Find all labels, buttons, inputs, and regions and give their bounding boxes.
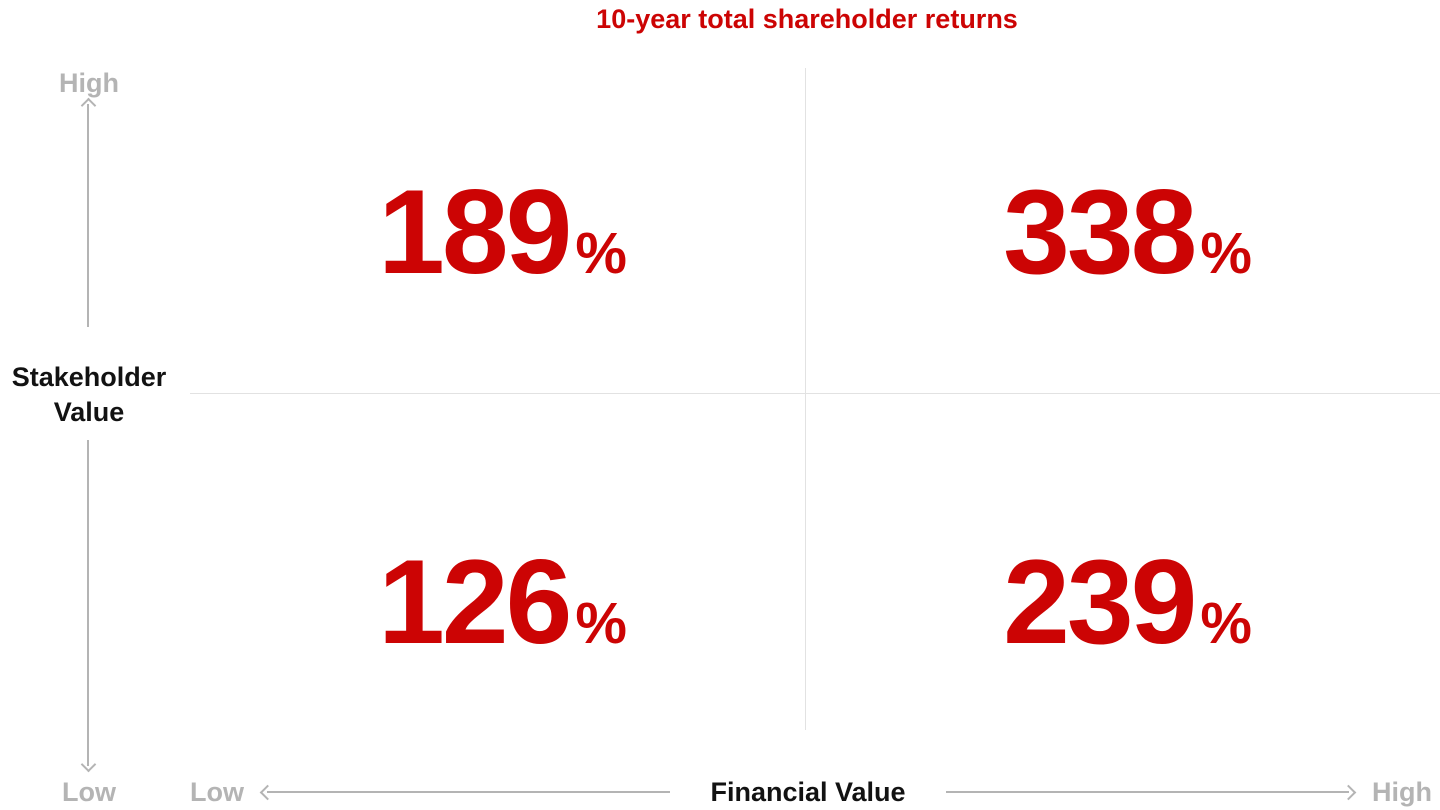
quadrant-value: 189 — [378, 164, 572, 299]
x-axis-bar-right — [945, 791, 1350, 793]
y-axis-title: Stakeholder Value — [0, 360, 178, 430]
quadrant-divider-horizontal — [190, 393, 1440, 394]
x-axis: Low Financial Value High — [190, 776, 1432, 808]
quadrant-bottom-right: 239 % — [815, 393, 1440, 810]
percent-sign: % — [1200, 220, 1252, 286]
percent-sign: % — [575, 590, 627, 656]
quadrant-grid: 189 % 338 % 126 % 239 % — [190, 70, 1440, 810]
y-axis-title-line2: Value — [53, 397, 125, 427]
x-axis-title: Financial Value — [710, 776, 906, 807]
y-axis-line-top — [87, 104, 89, 327]
quadrant-top-left: 189 % — [190, 70, 815, 393]
x-axis-low-label: Low — [190, 776, 244, 807]
quadrant-value-group: 338 % — [1003, 172, 1252, 292]
quadrant-value-group: 239 % — [1003, 542, 1252, 662]
quadrant-value: 126 — [378, 534, 572, 669]
quadrant-value-group: 189 % — [378, 172, 627, 292]
y-axis-arrow — [79, 97, 97, 773]
arrow-up-icon — [80, 97, 96, 114]
quadrant-top-right: 338 % — [815, 70, 1440, 393]
chart-title: 10-year total shareholder returns — [596, 4, 1018, 34]
quadrant-value: 239 — [1003, 534, 1197, 669]
x-axis-bar-left — [267, 791, 671, 793]
arrow-left-icon — [259, 784, 276, 800]
y-axis-title-line1: Stakeholder — [11, 362, 167, 392]
x-axis-high-label: High — [1372, 776, 1433, 807]
x-axis-line-left — [259, 784, 671, 800]
arrow-right-icon — [1340, 784, 1357, 800]
y-axis-line-bottom — [87, 440, 89, 766]
y-axis-high-label: High — [59, 68, 119, 98]
quadrant-divider-vertical — [805, 68, 806, 730]
quadrant-value-group: 126 % — [378, 542, 627, 662]
y-axis-low-label: Low — [62, 777, 116, 807]
quadrant-bottom-left: 126 % — [190, 393, 815, 810]
percent-sign: % — [575, 220, 627, 286]
x-axis-line-right — [945, 784, 1357, 800]
arrow-down-icon — [80, 756, 96, 773]
quadrant-value: 338 — [1003, 164, 1197, 299]
percent-sign: % — [1200, 590, 1252, 656]
